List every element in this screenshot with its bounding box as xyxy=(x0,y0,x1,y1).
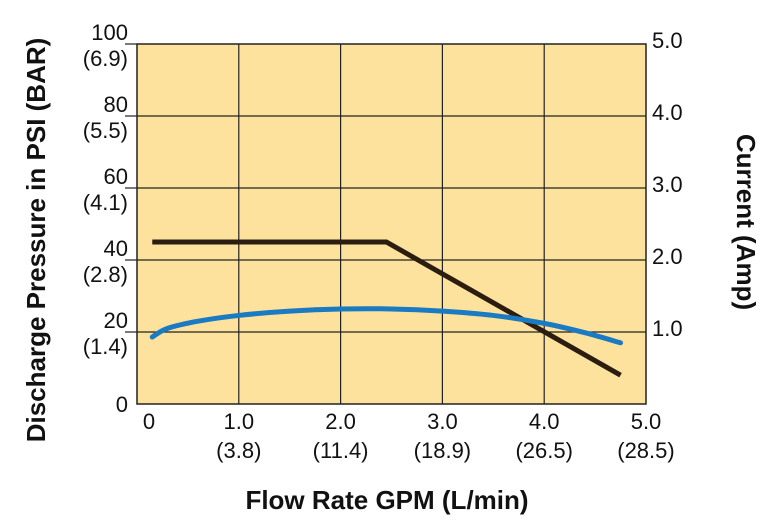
y-tick-sublabel-5: (6.9) xyxy=(83,46,128,71)
y-tick-sublabel-3: (4.1) xyxy=(83,190,128,215)
y-tick-label-4: 80 xyxy=(104,92,128,117)
plot-area xyxy=(137,44,646,404)
x-tick-label-5: 5.0 xyxy=(631,409,662,434)
y-tick-label-3: 60 xyxy=(104,164,128,189)
right-tick-labels: 1.0 2.0 3.0 4.0 5.0 xyxy=(652,28,683,341)
y-tick-label-5: 100 xyxy=(91,20,128,45)
grid-lines xyxy=(125,43,646,404)
x-tick-sublabel-5: (28.5) xyxy=(617,438,674,463)
y2-tick-label-1: 2.0 xyxy=(652,244,683,269)
series-layer xyxy=(149,239,624,378)
plot-border xyxy=(136,43,647,405)
y-axis-title: Discharge Pressure in PSI (BAR) xyxy=(21,38,51,443)
y-tick-label-1: 20 xyxy=(104,308,128,333)
left-tick-labels: 0 20(1.4) 40(2.8) 60(4.1) 80(5.5) 100(6.9) xyxy=(83,20,128,417)
current-line xyxy=(149,306,624,346)
y2-tick-label-4: 5.0 xyxy=(652,28,683,53)
y-tick-sublabel-1: (1.4) xyxy=(83,334,128,359)
x-tick-sublabel-4: (26.5) xyxy=(515,438,572,463)
x-axis-title: Flow Rate GPM (L/min) xyxy=(245,485,528,515)
y2-axis-title: Current (Amp) xyxy=(731,134,761,310)
x-tick-label-3: 3.0 xyxy=(427,409,458,434)
y-tick-sublabel-2: (2.8) xyxy=(83,262,128,287)
pressure-line xyxy=(152,239,622,378)
x-tick-sublabel-3: (18.9) xyxy=(414,438,471,463)
y2-tick-label-3: 4.0 xyxy=(652,100,683,125)
x-tick-labels: 0 1.0 (3.8) 2.0 (11.4) 3.0 (18.9) 4.0 (26.5) 5.0 (… xyxy=(143,409,675,463)
x-tick-sublabel-1: (3.8) xyxy=(216,438,261,463)
y2-tick-label-2: 3.0 xyxy=(652,172,683,197)
x-tick-label-4: 4.0 xyxy=(529,409,560,434)
y-tick-label-0: 0 xyxy=(116,392,128,417)
x-tick-sublabel-2: (11.4) xyxy=(313,438,369,463)
y2-tick-label-0: 1.0 xyxy=(652,316,683,341)
y-tick-label-2: 40 xyxy=(104,236,128,261)
x-tick-label-0: 0 xyxy=(143,409,155,434)
x-tick-label-1: 1.0 xyxy=(224,409,255,434)
y-tick-sublabel-4: (5.5) xyxy=(83,118,128,143)
x-tick-label-2: 2.0 xyxy=(325,409,356,434)
